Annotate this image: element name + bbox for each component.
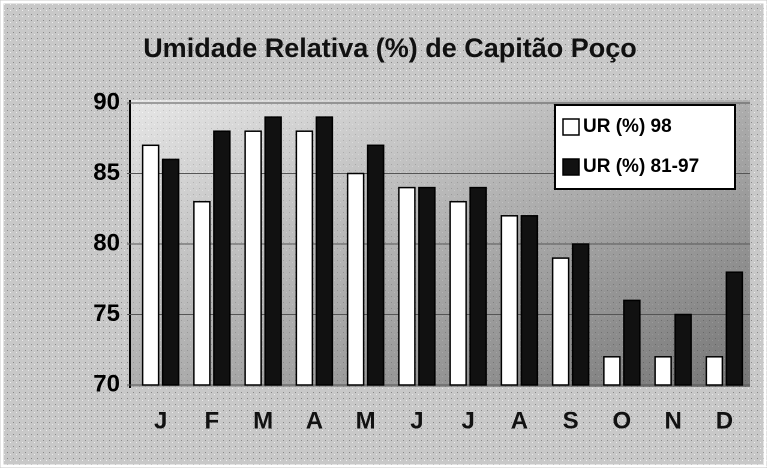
x-tick-label: O (613, 407, 632, 434)
bar (725, 271, 744, 386)
chart-title: Umidade Relativa (%) de Capitão Poço (143, 33, 637, 63)
x-tick-label: A (511, 407, 528, 434)
bar (398, 186, 416, 386)
bar (705, 356, 724, 386)
bar (623, 299, 641, 386)
y-tick-label: 80 (93, 229, 120, 256)
bar (193, 200, 211, 386)
legend-label: UR (%) 98 (583, 116, 672, 137)
y-tick-label: 85 (93, 159, 120, 186)
bar (295, 130, 314, 386)
x-tick-label: J (154, 407, 167, 434)
bar (418, 186, 436, 386)
legend-swatch (562, 158, 580, 176)
bar (366, 144, 385, 386)
bar (213, 130, 231, 386)
bar (469, 186, 487, 386)
x-tick-label: D (716, 407, 733, 434)
x-tick-label: M (356, 407, 376, 434)
bar (603, 356, 621, 386)
bar (141, 144, 160, 386)
x-tick-label: A (306, 407, 323, 434)
bar (674, 313, 692, 386)
y-tick-label: 70 (93, 370, 120, 397)
bar (346, 172, 365, 386)
bar (571, 243, 590, 386)
y-tick-label: 90 (93, 88, 120, 115)
bar (551, 257, 570, 386)
legend-swatch (562, 118, 580, 136)
bar (500, 215, 519, 386)
y-tick-label: 75 (93, 300, 120, 327)
bar (520, 215, 539, 386)
legend-box (554, 104, 736, 190)
bar (264, 116, 282, 386)
bar (244, 130, 262, 386)
x-tick-label: S (563, 407, 579, 434)
x-tick-label: M (253, 407, 273, 434)
bar (654, 356, 672, 386)
bar (161, 158, 180, 386)
x-tick-label: J (410, 407, 423, 434)
bar (315, 116, 334, 386)
bar (449, 200, 467, 386)
x-tick-label: N (664, 407, 681, 434)
legend-label: UR (%) 81-97 (583, 156, 699, 177)
x-tick-label: F (205, 407, 220, 434)
x-tick-label: J (461, 407, 474, 434)
